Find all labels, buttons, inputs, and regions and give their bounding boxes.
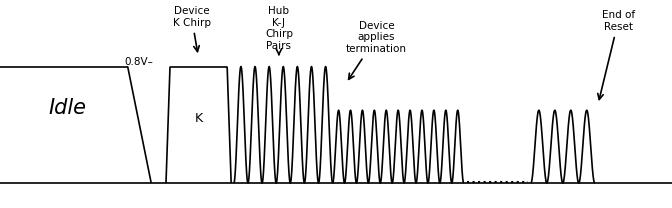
Text: Device
K Chirp: Device K Chirp	[173, 6, 210, 52]
Text: Device
applies
termination: Device applies termination	[346, 21, 407, 79]
Text: Hub
K-J
Chirp
Pairs: Hub K-J Chirp Pairs	[265, 6, 293, 54]
Text: End of
Reset: End of Reset	[598, 10, 635, 99]
Text: 0.8V–: 0.8V–	[124, 57, 153, 67]
Text: Idle: Idle	[48, 98, 86, 118]
Text: K: K	[194, 112, 203, 125]
